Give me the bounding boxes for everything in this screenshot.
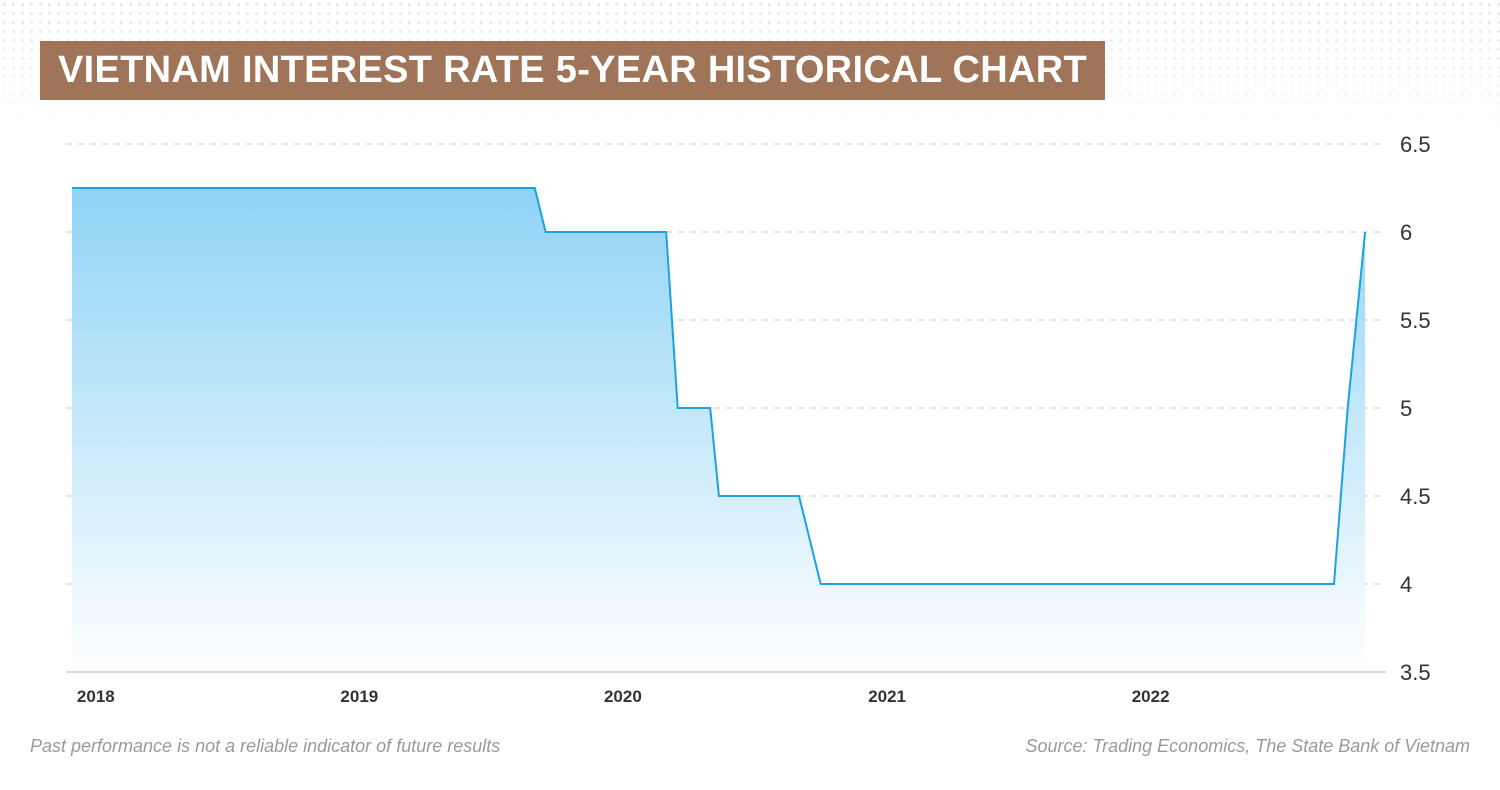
source-text: Source: Trading Economics, The State Ban… — [1025, 736, 1470, 756]
x-tick-label: 2022 — [1132, 687, 1170, 706]
area-layer — [71, 187, 1367, 672]
x-tick-label: 2018 — [77, 687, 115, 706]
series-line — [72, 187, 1367, 585]
x-tick-label: 2020 — [604, 687, 642, 706]
y-tick-label: 5.5 — [1400, 308, 1431, 333]
series-area-fill — [72, 188, 1366, 672]
y-tick-label: 4 — [1400, 572, 1412, 597]
disclaimer-text: Past performance is not a reliable indic… — [30, 736, 501, 756]
x-tick-label: 2021 — [868, 687, 906, 706]
y-tick-label: 3.5 — [1400, 660, 1431, 685]
tick-labels: 3.5 4 4.5 5 5.5 6 6.5 2018 2019 2020 2021 2022 — [77, 132, 1431, 706]
y-tick-label: 6 — [1400, 220, 1412, 245]
y-tick-label: 6.5 — [1400, 132, 1431, 157]
y-tick-label: 5 — [1400, 396, 1412, 421]
x-tick-label: 2019 — [340, 687, 378, 706]
y-tick-label: 4.5 — [1400, 484, 1431, 509]
chart-title: VIETNAM INTEREST RATE 5-YEAR HISTORICAL … — [40, 41, 1105, 100]
